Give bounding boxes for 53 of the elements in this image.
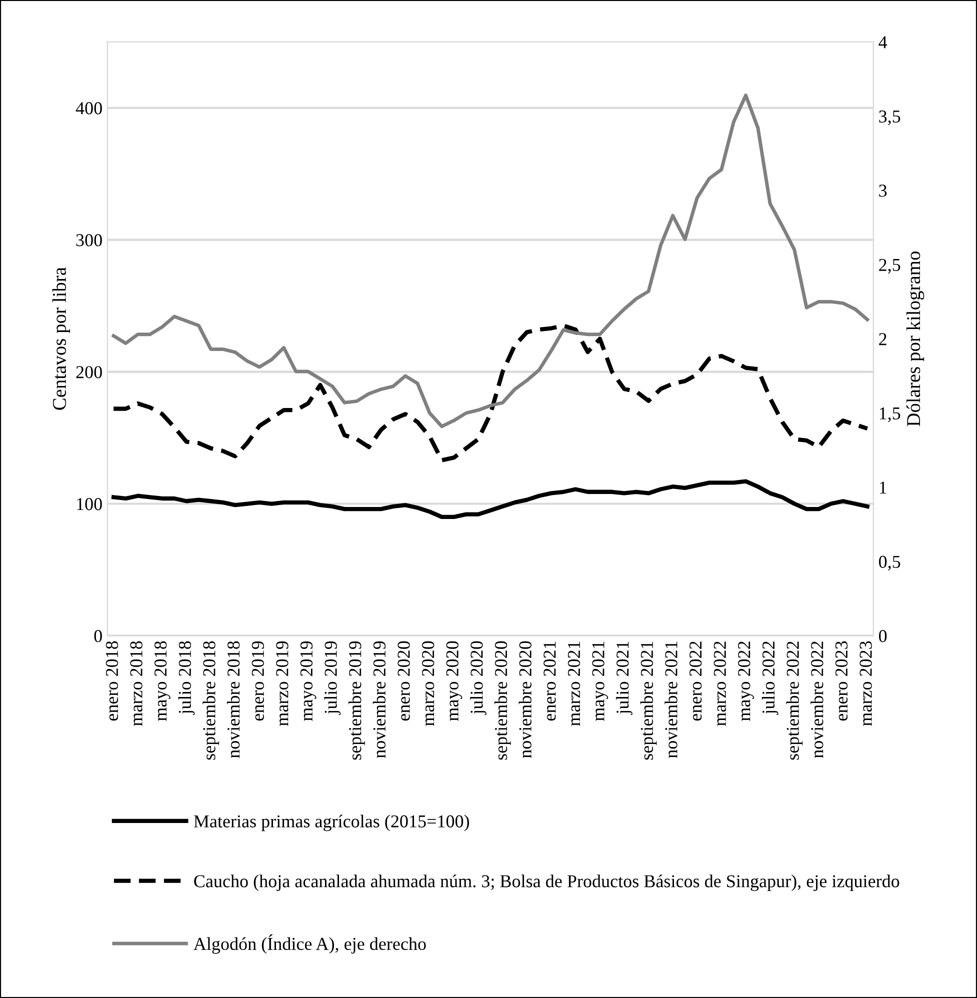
x-tick-label: noviembre 2021	[664, 642, 678, 758]
x-tick-label: julio 2018	[178, 641, 195, 715]
x-tick-label: julio 2021	[616, 642, 632, 715]
x-tick-label: julio 2020	[470, 641, 486, 715]
x-tick-label: mayo 2020	[446, 641, 462, 721]
y-tick-label: 300	[76, 234, 102, 246]
x-tick-label: mayo 2019	[300, 641, 316, 721]
y-axis-title: Centavos por libra	[52, 267, 70, 410]
y2-tick-label: 2,5	[879, 258, 900, 274]
y2-tick-label: 2	[879, 333, 886, 346]
legend-label: Materias primas agrícolas (2015=100)	[194, 814, 470, 832]
x-tick-label: enero 2020	[398, 641, 410, 721]
legend-label: Algodón (Índice A), eje derecho	[194, 934, 426, 954]
y-tick-label: 400	[76, 102, 102, 114]
x-tick-label: marzo 2022	[714, 642, 726, 726]
x-tick-label: marzo 2020	[422, 641, 434, 726]
x-tick-label: julio 2022	[762, 642, 778, 715]
y2-tick-label: 1,5	[880, 407, 900, 422]
x-tick-label: noviembre 2018	[226, 641, 240, 758]
y2-tick-label: 3,5	[879, 110, 900, 126]
x-tick-label: enero 2018	[106, 641, 118, 721]
x-tick-label: marzo 2018	[130, 641, 142, 726]
y-tick-label: 100	[77, 498, 102, 510]
line-series	[112, 94, 870, 428]
x-tick-label: mayo 2018	[154, 641, 170, 721]
x-tick-label: enero 2021	[544, 642, 556, 721]
x-tick-label: enero 2023	[835, 641, 848, 721]
x-tick-label: marzo 2023	[860, 641, 872, 726]
y2-tick-label: 3	[879, 184, 887, 197]
x-tick-label: enero 2019	[252, 641, 264, 721]
line-series	[111, 479, 870, 520]
x-tick-label: mayo 2021	[592, 642, 608, 721]
x-tick-label: septiembre 2019	[348, 641, 365, 760]
y-tick-label: 0	[94, 630, 102, 642]
x-tick-label: enero 2022	[689, 642, 702, 721]
y2-tick-label: 1	[880, 482, 886, 494]
x-tick-label: mayo 2022	[738, 642, 754, 721]
y2-tick-label: 0,5	[878, 556, 900, 571]
x-tick-label: noviembre 2022	[810, 642, 824, 758]
x-tick-label: septiembre 2020	[494, 641, 511, 760]
x-tick-label: marzo 2019	[276, 641, 288, 726]
legend-label: Caucho (hoja acanalada ahumada núm. 3; Bolsa de Productos Básicos de Singapur), eje izquierdo	[194, 874, 900, 892]
y2-tick-label: 0	[878, 630, 887, 642]
x-tick-label: noviembre 2019	[372, 641, 386, 758]
y2-axis-title: Dólares por kilogramo	[906, 252, 924, 426]
x-tick-label: noviembre 2020	[518, 641, 532, 758]
x-tick-label: septiembre 2018	[202, 641, 219, 760]
x-tick-label: septiembre 2022	[786, 642, 803, 760]
y-tick-label: 200	[76, 366, 102, 378]
x-tick-label: marzo 2021	[568, 642, 580, 726]
x-tick-label: septiembre 2021	[640, 642, 657, 760]
x-tick-label: julio 2019	[324, 641, 341, 715]
y2-tick-label: 4	[878, 36, 888, 48]
